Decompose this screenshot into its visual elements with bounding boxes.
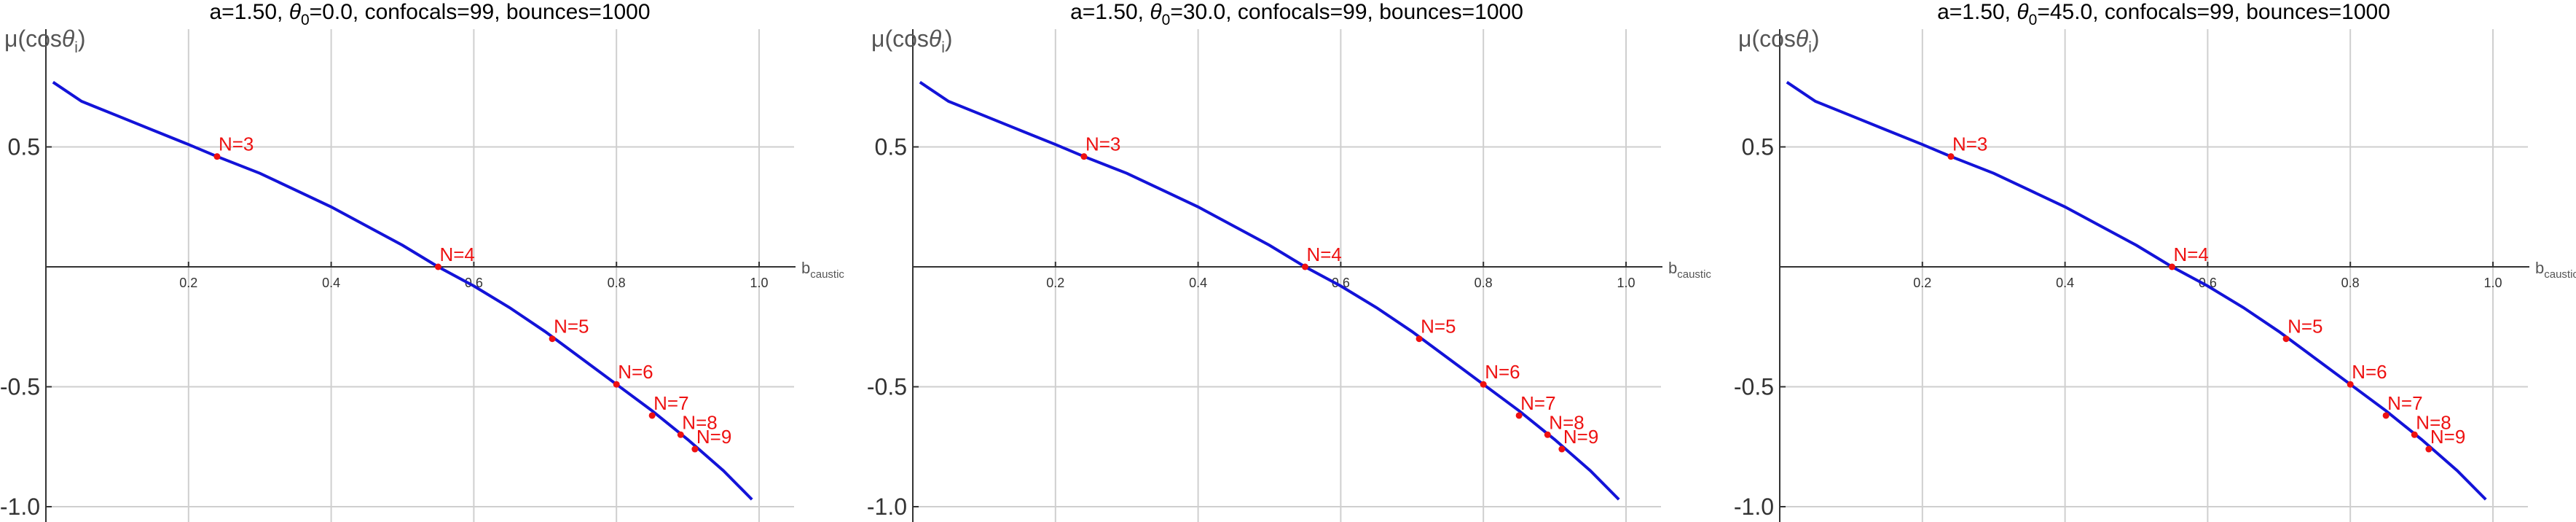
grid-lines	[1780, 29, 2528, 522]
y-tick-label: -1.0	[867, 494, 907, 520]
x-tick-label: 0.6	[465, 276, 483, 290]
data-point	[1558, 445, 1566, 453]
data-point-label: N=7	[2387, 392, 2422, 414]
chart-title: a=1.50, θ0=30.0, confocals=99, bounces=1…	[1070, 0, 1523, 28]
data-point	[1080, 153, 1088, 160]
data-point-label: N=4	[2173, 244, 2208, 265]
data-point	[2382, 412, 2390, 419]
data-point-label: N=3	[1952, 133, 1987, 155]
x-tick-label: 1.0	[2483, 276, 2502, 290]
chart-title: a=1.50, θ0=45.0, confocals=99, bounces=1…	[1937, 0, 2390, 28]
y-tick-label: -0.5	[0, 374, 40, 400]
data-point	[648, 412, 656, 419]
data-point-label: N=6	[618, 361, 653, 383]
data-point-label: N=3	[1085, 133, 1120, 155]
chart-panel-3: a=1.50, θ0=45.0, confocals=99, bounces=1…	[1734, 0, 2576, 522]
data-point	[613, 381, 620, 388]
data-point	[691, 445, 699, 453]
data-point	[2411, 431, 2418, 438]
x-tick-label: 0.4	[322, 276, 340, 290]
y-tick-label: -1.0	[1734, 494, 1774, 520]
data-point-label: N=4	[439, 244, 474, 265]
data-point	[1480, 381, 1487, 388]
data-point	[1415, 335, 1423, 343]
data-point	[2425, 445, 2432, 453]
grid-lines	[913, 29, 1661, 522]
grid-lines	[46, 29, 794, 522]
data-point	[677, 431, 684, 438]
y-tick-label: 0.5	[875, 134, 907, 160]
data-point	[1301, 263, 1308, 270]
data-point-label: N=4	[1306, 244, 1341, 265]
y-axis-label: μ(cosθi)	[871, 26, 953, 56]
data-point-label: N=8	[1549, 411, 1584, 433]
data-point	[549, 335, 556, 343]
data-point-label: N=7	[653, 392, 688, 414]
x-axis-label: bcaustic	[801, 259, 844, 281]
y-tick-label: 0.5	[1742, 134, 1774, 160]
data-point-label: N=5	[1421, 316, 1456, 338]
x-tick-label: 0.8	[2341, 276, 2360, 290]
x-axis-label: bcaustic	[1668, 259, 1711, 281]
x-tick-label: 0.4	[1189, 276, 1207, 290]
x-tick-label: 0.2	[1046, 276, 1064, 290]
y-tick-label: -0.5	[867, 374, 907, 400]
chart-title: a=1.50, θ0=0.0, confocals=99, bounces=10…	[209, 0, 650, 28]
y-tick-label: -1.0	[0, 494, 40, 520]
x-tick-label: 1.0	[750, 276, 768, 290]
data-point	[434, 263, 441, 270]
x-tick-label: 0.6	[1332, 276, 1350, 290]
data-point-label: N=6	[2352, 361, 2387, 383]
x-tick-label: 1.0	[1617, 276, 1635, 290]
y-tick-label: -0.5	[1734, 374, 1774, 400]
x-tick-label: 0.2	[179, 276, 197, 290]
data-point	[213, 153, 221, 160]
data-point	[1947, 153, 1955, 160]
data-point-label: N=8	[2416, 411, 2451, 433]
series-line-1	[919, 81, 1620, 501]
chart-panel-2: a=1.50, θ0=30.0, confocals=99, bounces=1…	[867, 0, 1727, 522]
y-axis-label: μ(cosθi)	[4, 26, 86, 56]
chart-svg: a=1.50, θ0=30.0, confocals=99, bounces=1…	[867, 0, 1711, 522]
y-axis-label: μ(cosθi)	[1738, 26, 1820, 56]
data-point	[1544, 431, 1551, 438]
data-point-label: N=9	[696, 426, 731, 448]
data-point-label: N=5	[554, 316, 589, 338]
data-point	[2347, 381, 2354, 388]
series-line-1	[52, 81, 753, 501]
chart-svg: a=1.50, θ0=45.0, confocals=99, bounces=1…	[1734, 0, 2576, 522]
chart-svg: a=1.50, θ0=0.0, confocals=99, bounces=10…	[0, 0, 844, 522]
x-tick-label: 0.8	[1474, 276, 1493, 290]
data-point-label: N=3	[219, 133, 254, 155]
x-axis-label: bcaustic	[2535, 259, 2576, 281]
chart-panel-1: a=1.50, θ0=0.0, confocals=99, bounces=10…	[0, 0, 860, 522]
x-tick-label: 0.4	[2056, 276, 2074, 290]
data-point	[1515, 412, 1523, 419]
series-line-1	[1786, 81, 2487, 501]
data-point-label: N=8	[682, 411, 717, 433]
data-point-label: N=9	[1563, 426, 1598, 448]
data-point-label: N=5	[2288, 316, 2322, 338]
y-tick-label: 0.5	[8, 134, 40, 160]
data-point-label: N=6	[1485, 361, 1520, 383]
x-tick-label: 0.2	[1913, 276, 1931, 290]
x-tick-label: 0.8	[608, 276, 626, 290]
data-point	[2282, 335, 2290, 343]
x-tick-label: 0.6	[2199, 276, 2217, 290]
data-point-label: N=9	[2430, 426, 2465, 448]
data-point	[2168, 263, 2175, 270]
data-point-label: N=7	[1520, 392, 1555, 414]
